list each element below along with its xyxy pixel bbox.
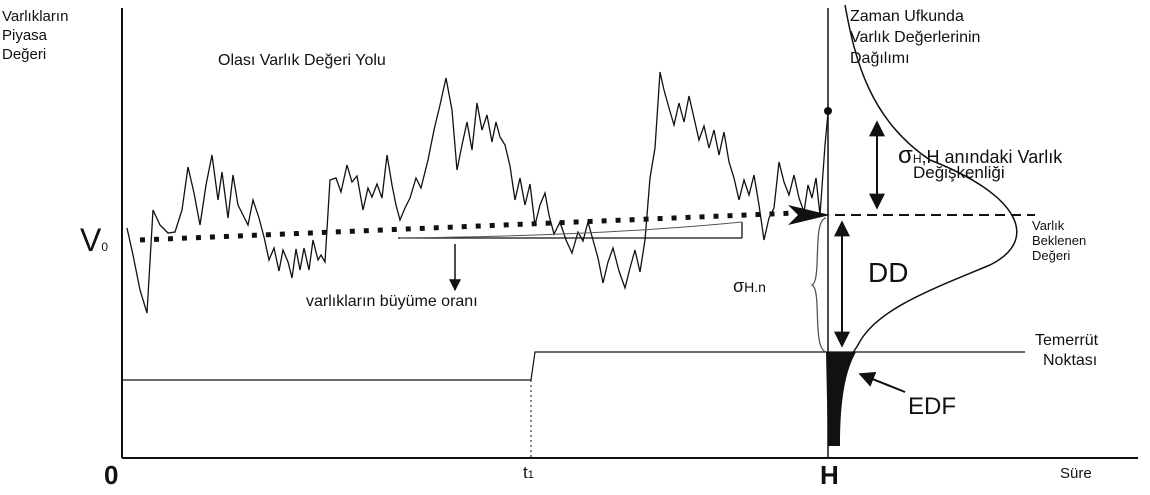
y-axis-title-3: Değeri: [2, 46, 47, 63]
sigma-n-symbol: σ: [733, 276, 745, 296]
growth-arrowhead: [788, 205, 830, 225]
dist-title-3: Dağılımı: [850, 50, 910, 67]
t1-letter: t: [523, 463, 528, 482]
x-origin-label: 0: [104, 460, 119, 490]
default-point-line: [122, 351, 1025, 381]
h-label: H: [820, 460, 839, 490]
sigma-label-1: σH,H anındaki Varlık: [898, 142, 1062, 170]
default-point-2: Noktası: [1043, 352, 1098, 369]
growth-rate-label: varlıkların büyüme oranı: [306, 293, 478, 310]
sigma-n-brace: [810, 217, 827, 353]
sigma-sub: H: [912, 152, 922, 166]
edf-label: EDF: [908, 393, 956, 420]
distribution-curve: [834, 4, 1018, 381]
dist-title-2: Varlık Değerlerinin: [850, 29, 981, 46]
edf-tail: [826, 352, 856, 446]
path-title: Olası Varlık Değeri Yolu: [218, 52, 386, 69]
default-point-1: Temerrüt: [1035, 332, 1099, 349]
expected-1: Varlık: [1032, 218, 1065, 233]
asset-value-path: [126, 71, 829, 314]
time-label: Süre: [1060, 465, 1092, 482]
growth-dotted-line: [139, 210, 796, 243]
growth-bracket-slope: [399, 221, 743, 239]
dist-title-1: Zaman Ufkunda: [850, 8, 964, 25]
v0-sub: 0: [101, 240, 109, 254]
sigma-n-label: σH.n: [733, 276, 766, 297]
sigma-n-rest: H.n: [744, 279, 766, 295]
t1-label: t1: [523, 463, 534, 483]
v0-label: V0: [80, 222, 108, 259]
expected-3: Değeri: [1032, 248, 1071, 263]
terminal-dot: [824, 107, 832, 115]
edf-arrow: [858, 371, 906, 393]
t1-sub: 1: [527, 469, 534, 481]
y-axis-title-2: Piyasa: [2, 27, 48, 44]
v0-letter: V: [80, 222, 102, 258]
sigma-label-2: Değişkenliği: [913, 163, 1005, 182]
dd-label: DD: [868, 257, 909, 288]
expected-2: Beklenen: [1032, 233, 1087, 248]
sigma-symbol: σ: [898, 142, 913, 169]
sigma-text-1: ,H anındaki Varlık: [921, 147, 1063, 167]
y-axis-title-1: Varlıkların: [2, 8, 69, 25]
